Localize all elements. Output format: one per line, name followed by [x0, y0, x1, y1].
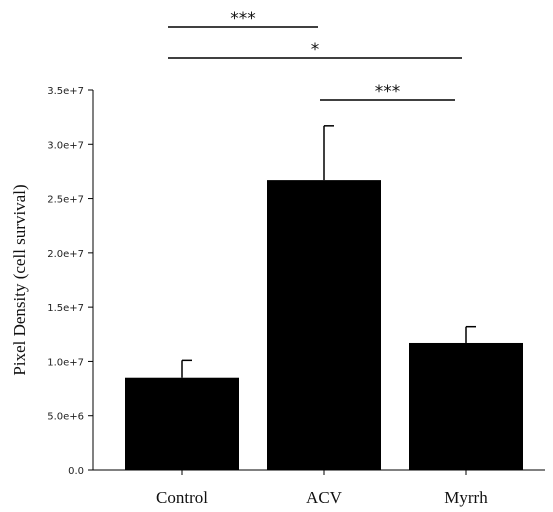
y-tick-label: 2.5e+7 [47, 195, 84, 206]
y-tick-label: 3.0e+7 [47, 140, 84, 151]
axes: 0.0 5.0e+6 1.0e+7 1.5e+7 2.0e+7 2.5e+7 3.0e+7 3… [47, 86, 545, 507]
y-tick-label: 1.0e+7 [47, 357, 84, 368]
y-tick-label: 2.0e+7 [47, 249, 84, 260]
y-tick-label: 0.0 [68, 466, 84, 477]
significance-label: *** [375, 82, 401, 102]
y-tick-label: 1.5e+7 [47, 303, 84, 314]
x-tick-label-control: Control [156, 488, 208, 507]
significance-brackets: ******* [168, 9, 462, 102]
y-tick-label: 5.0e+6 [47, 412, 84, 423]
significance-label: *** [230, 9, 256, 29]
bar-myrrh [409, 342, 523, 470]
x-tick-label-myrrh: Myrrh [444, 488, 488, 507]
error-bars [181, 125, 476, 378]
x-tick-label-acv: ACV [306, 488, 343, 507]
bar-acv [267, 180, 381, 470]
significance-label: * [311, 40, 320, 60]
y-axis-title: Pixel Density (cell survival) [10, 184, 29, 375]
bars [125, 180, 523, 470]
y-tick-label: 3.5e+7 [47, 86, 84, 97]
bar-control [125, 377, 239, 470]
